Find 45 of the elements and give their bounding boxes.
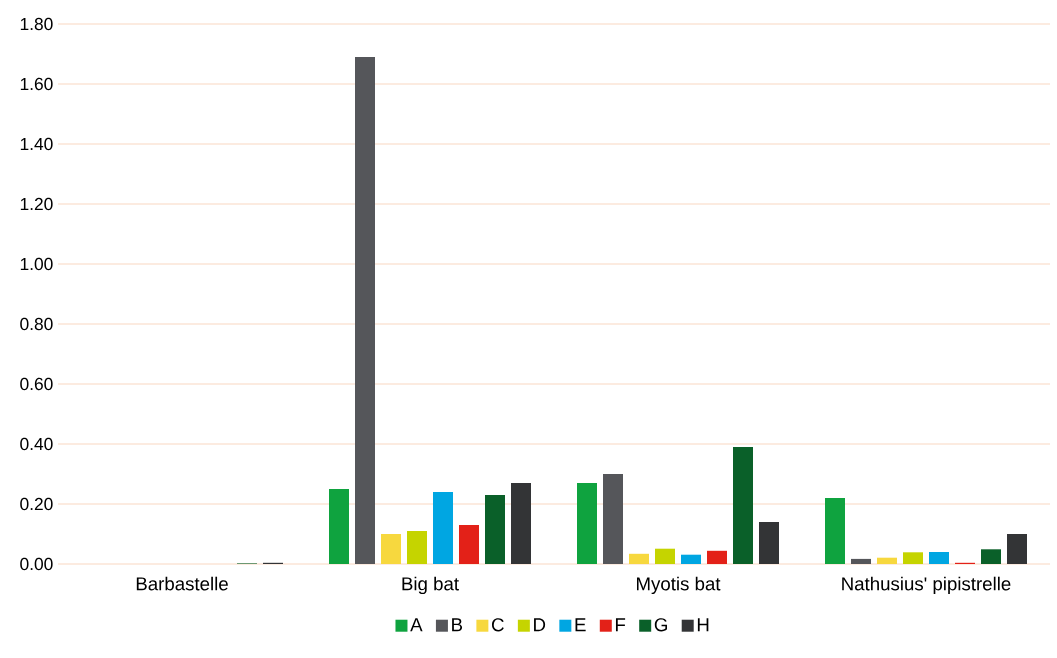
y-tick-label: 1.80 [20, 17, 53, 31]
y-tick-label: 0.20 [20, 497, 53, 511]
bar [759, 522, 779, 564]
bar [577, 483, 597, 564]
legend-label: D [534, 618, 546, 632]
y-tick-label: 1.00 [20, 257, 53, 271]
legend-label: A [410, 618, 423, 632]
y-tick-label: 1.20 [20, 197, 53, 211]
y-tick-label: 0.60 [20, 377, 53, 391]
bar [707, 550, 727, 564]
y-tick-label: 1.40 [20, 137, 53, 151]
bar [511, 483, 531, 564]
bar [381, 534, 401, 564]
bar [485, 495, 505, 564]
bar [929, 552, 949, 564]
legend-label: G [654, 618, 667, 632]
y-tick-label: 1.60 [20, 77, 53, 91]
x-tick-label: Nathusius' pipistrelle [842, 576, 1011, 595]
y-tick-label: 0.40 [20, 437, 53, 451]
legend-label: E [575, 618, 586, 632]
y-tick-label: 0.00 [20, 557, 53, 571]
legend-label: B [452, 618, 463, 632]
legend-label: H [697, 618, 709, 632]
x-tick-label: Myotis bat [636, 576, 721, 595]
bar [733, 447, 753, 564]
bar [851, 558, 871, 564]
legend-label: C [491, 618, 504, 632]
bar [629, 553, 649, 564]
bar [329, 489, 349, 564]
legend-label: F [615, 618, 626, 632]
bar [981, 549, 1001, 564]
bar [355, 57, 375, 564]
bar [603, 474, 623, 564]
bar [459, 525, 479, 564]
y-tick-label: 0.80 [20, 317, 53, 331]
bar [407, 531, 427, 564]
bar [825, 498, 845, 564]
bar [1007, 534, 1027, 564]
x-tick-label: Big bat [402, 576, 459, 595]
bar [681, 554, 701, 564]
bar [433, 492, 453, 564]
bar [655, 548, 675, 564]
bar [877, 557, 897, 564]
bar [903, 552, 923, 564]
x-tick-label: Barbastelle [136, 576, 228, 591]
